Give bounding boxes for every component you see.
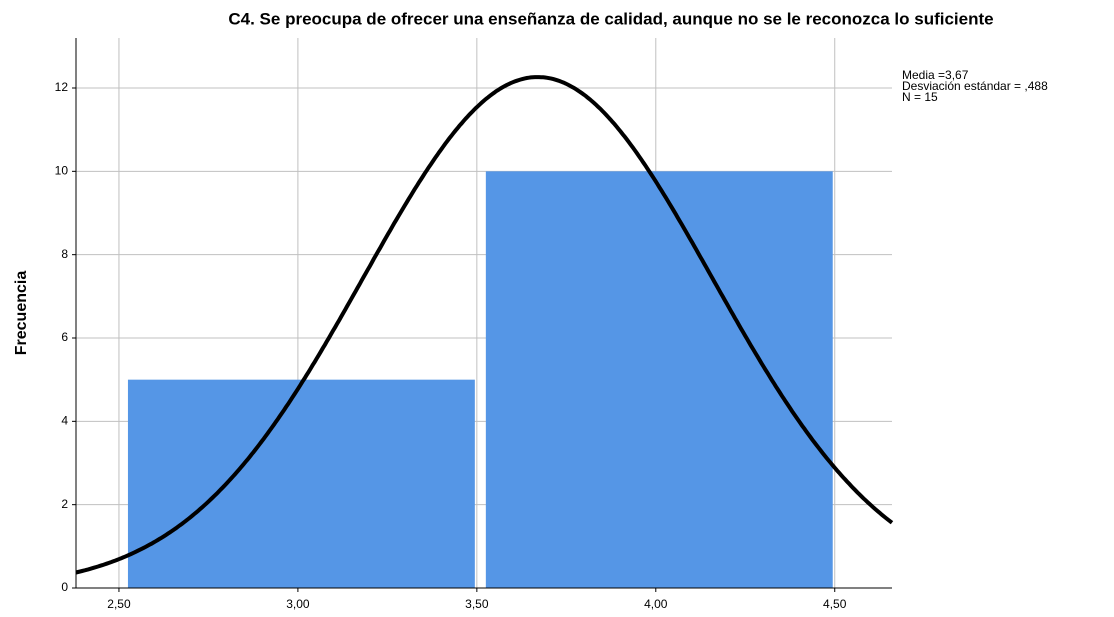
y-tick-label: 10 <box>55 164 69 178</box>
stats-label: N = 15 <box>902 90 938 104</box>
y-tick-label: 4 <box>61 414 68 428</box>
stats-label: Desviación estándar = ,488 <box>902 79 1048 93</box>
x-tick-label: 4,50 <box>823 597 847 611</box>
y-tick-label: 12 <box>55 80 69 94</box>
y-tick-label: 2 <box>61 497 68 511</box>
x-tick-label: 4,00 <box>644 597 668 611</box>
x-tick-label: 3,50 <box>465 597 489 611</box>
y-tick-label: 0 <box>61 580 68 594</box>
x-tick-label: 3,00 <box>286 597 310 611</box>
y-tick-label: 6 <box>61 330 68 344</box>
x-tick-label: 2,50 <box>107 597 131 611</box>
normal-curve <box>75 75 894 575</box>
chart-title: C4. Se preocupa de ofrecer una enseñanza… <box>228 9 993 28</box>
bar <box>485 171 833 589</box>
y-tick-label: 8 <box>61 247 68 261</box>
y-axis-label: Frecuencia <box>13 271 30 356</box>
bar <box>127 379 475 588</box>
stats-label: Media =3,67 <box>902 68 969 82</box>
